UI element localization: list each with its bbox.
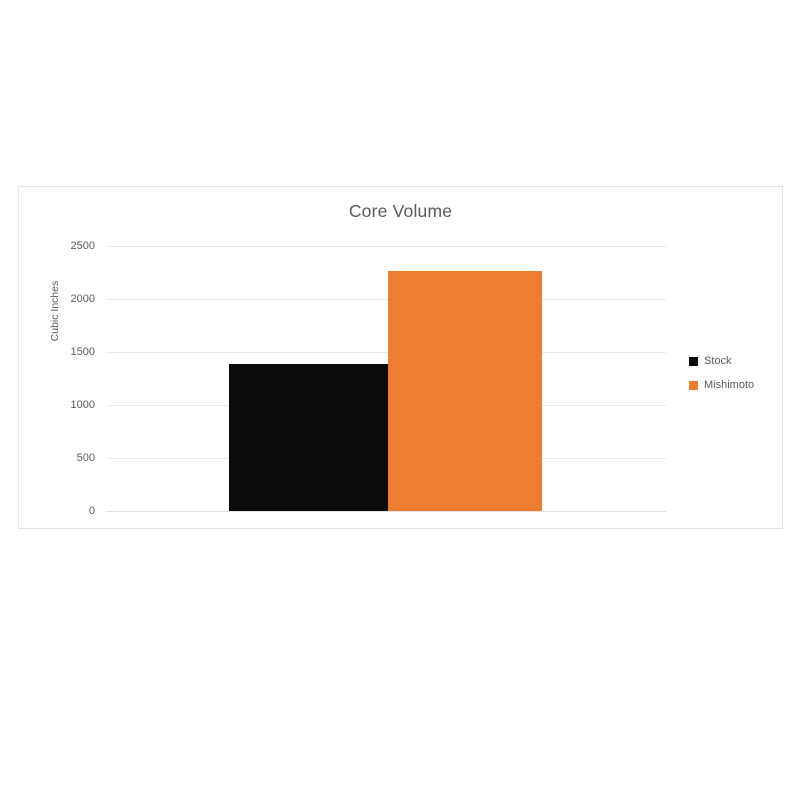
- y-tick-label: 0: [88, 505, 95, 517]
- y-tick-label: 1000: [70, 399, 95, 411]
- bars: [106, 246, 666, 511]
- legend-label: Mishimoto: [704, 379, 755, 391]
- legend-swatch-icon: [689, 381, 698, 390]
- y-tick-label: 1500: [70, 346, 95, 358]
- y-tick-label: 2000: [70, 293, 95, 305]
- gridline: [106, 299, 666, 300]
- gridline: [106, 352, 666, 353]
- y-tick-label: 2500: [70, 240, 95, 252]
- chart-container: Core Volume Cubic Inches 0 500 1000 1500 200…: [18, 186, 783, 529]
- y-tick-label: 500: [76, 452, 95, 464]
- y-axis-title: Cubic Inches: [49, 280, 61, 342]
- plot-area: 0 500 1000 1500 2000 2500: [71, 240, 666, 517]
- chart-legend: Stock Mishimoto: [689, 356, 754, 391]
- bar-stock[interactable]: [229, 363, 388, 511]
- legend-label: Stock: [704, 355, 732, 367]
- legend-item-stock[interactable]: Stock: [689, 356, 754, 367]
- bar-mishimoto[interactable]: [388, 271, 542, 511]
- legend-item-mishimoto[interactable]: Mishimoto: [689, 380, 754, 391]
- gridline: [106, 246, 666, 247]
- legend-swatch-icon: [689, 357, 698, 366]
- gridline: [106, 511, 666, 512]
- chart-title: Core Volume: [348, 201, 453, 221]
